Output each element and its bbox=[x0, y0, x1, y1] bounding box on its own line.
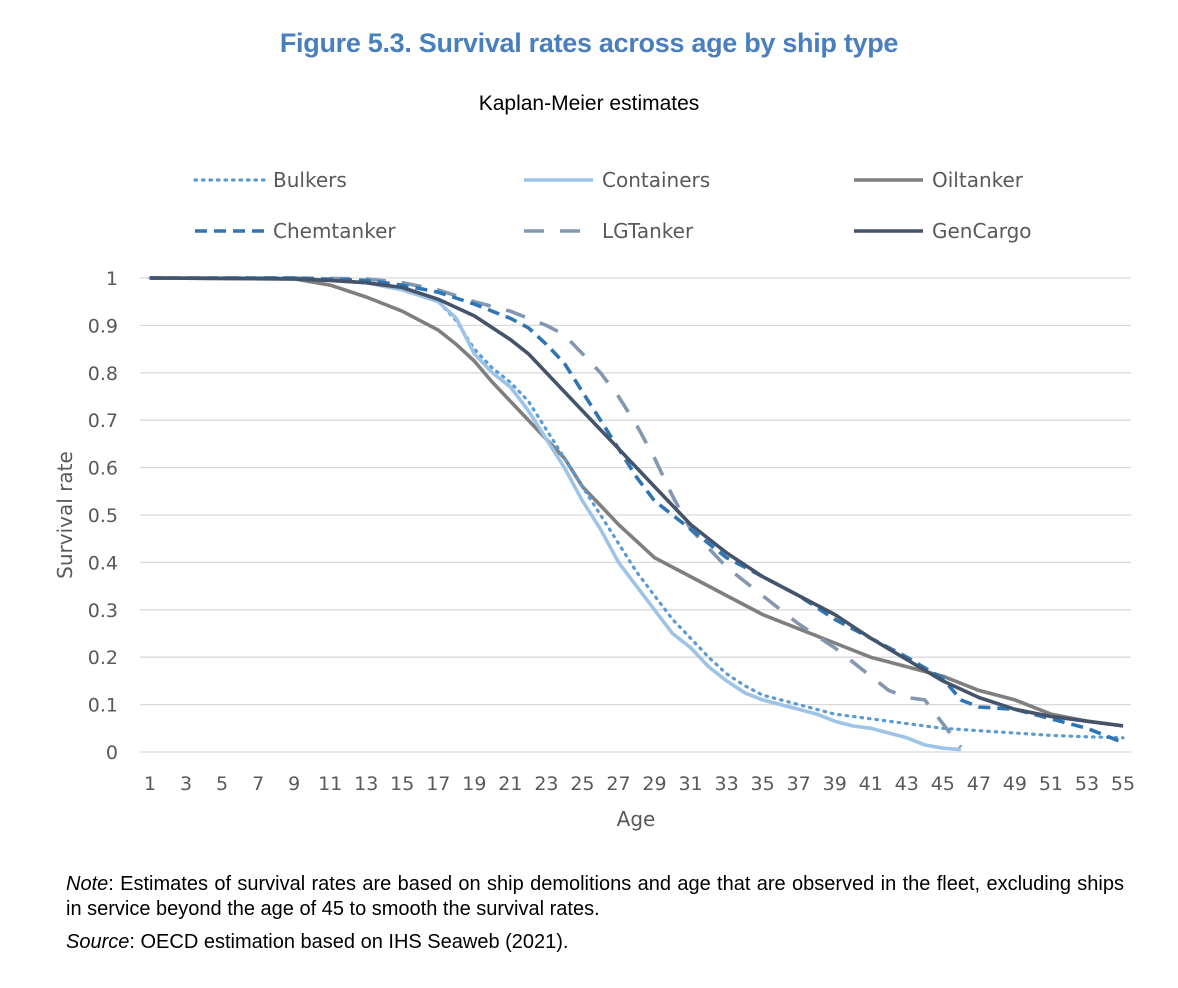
figure-title: Figure 5.3. Survival rates across age by… bbox=[279, 28, 899, 58]
legend-label-lgtanker: LGTanker bbox=[602, 219, 694, 243]
series-line-chemtanker bbox=[150, 276, 1124, 745]
x-tick-label: 53 bbox=[1075, 773, 1099, 795]
legend-label-containers: Containers bbox=[602, 168, 710, 192]
y-tick-label: 0 bbox=[106, 742, 118, 764]
series-line-gencargo bbox=[149, 276, 1124, 728]
y-tick-label: 0.8 bbox=[88, 363, 118, 385]
x-tick-label: 43 bbox=[895, 773, 919, 795]
source-label: Source bbox=[66, 931, 130, 953]
x-axis-ticks: 1 3 5 7 9 11 13 15 17 19 21 23 25 27 29 31 33 35 37 39 41 43 4… bbox=[144, 773, 1135, 795]
x-axis-label: Age bbox=[617, 807, 656, 831]
x-tick-label: 1 bbox=[144, 773, 156, 795]
source-text: : OECD estimation based on IHS Seaweb (2… bbox=[129, 931, 569, 953]
y-axis-label: Survival rate bbox=[53, 451, 77, 579]
series-line-lgtanker bbox=[150, 276, 963, 749]
x-tick-label: 39 bbox=[823, 773, 847, 795]
x-tick-label: 31 bbox=[678, 773, 702, 795]
figure-source: Source: OECD estimation based on IHS Sea… bbox=[66, 930, 1124, 955]
x-tick-label: 7 bbox=[252, 773, 264, 795]
y-tick-label: 0.5 bbox=[88, 505, 118, 527]
y-tick-label: 1 bbox=[106, 268, 118, 290]
x-tick-label: 41 bbox=[859, 773, 883, 795]
x-tick-label: 5 bbox=[216, 773, 228, 795]
x-tick-label: 47 bbox=[967, 773, 991, 795]
y-tick-label: 0.6 bbox=[88, 458, 118, 480]
y-tick-label: 0.9 bbox=[88, 315, 118, 337]
x-tick-label: 19 bbox=[462, 773, 486, 795]
series-line-containers bbox=[150, 276, 961, 752]
series-line-oiltanker bbox=[149, 276, 1124, 728]
x-tick-label: 23 bbox=[534, 773, 558, 795]
x-tick-label: 35 bbox=[751, 773, 775, 795]
y-tick-label: 0.3 bbox=[88, 600, 118, 622]
x-tick-label: 45 bbox=[931, 773, 955, 795]
survival-chart: Bulkers Containers Oiltanker Chemtanker LGTa… bbox=[53, 168, 1135, 831]
y-axis-ticks: 0 0.1 0.2 0.3 0.4 0.5 0.6 0.7 0.8 0.9 1 bbox=[88, 268, 118, 764]
y-tick-label: 0.1 bbox=[88, 695, 118, 717]
legend-label-gencargo: GenCargo bbox=[932, 219, 1032, 243]
series-line-bulkers bbox=[148, 276, 1125, 740]
x-tick-label: 33 bbox=[714, 773, 738, 795]
x-tick-label: 27 bbox=[606, 773, 630, 795]
note-text: : Estimates of survival rates are based … bbox=[66, 873, 1124, 920]
x-tick-label: 3 bbox=[180, 773, 192, 795]
x-tick-label: 37 bbox=[787, 773, 811, 795]
chart-gridlines bbox=[140, 277, 1131, 753]
x-tick-label: 51 bbox=[1039, 773, 1063, 795]
legend-label-chemtanker: Chemtanker bbox=[273, 219, 396, 243]
y-tick-label: 0.7 bbox=[88, 410, 118, 432]
x-tick-label: 55 bbox=[1111, 773, 1135, 795]
x-tick-label: 11 bbox=[318, 773, 342, 795]
x-tick-label: 25 bbox=[570, 773, 594, 795]
x-tick-label: 21 bbox=[498, 773, 522, 795]
legend-label-bulkers: Bulkers bbox=[273, 168, 347, 192]
x-tick-label: 9 bbox=[288, 773, 300, 795]
y-tick-label: 0.2 bbox=[88, 647, 118, 669]
y-tick-label: 0.4 bbox=[88, 552, 118, 574]
x-tick-label: 17 bbox=[426, 773, 450, 795]
x-tick-label: 13 bbox=[354, 773, 378, 795]
legend-label-oiltanker: Oiltanker bbox=[932, 168, 1024, 192]
x-tick-label: 29 bbox=[642, 773, 666, 795]
chart-series bbox=[148, 276, 1125, 752]
chart-legend: Bulkers Containers Oiltanker Chemtanker LGTa… bbox=[193, 168, 1032, 243]
figure-subtitle: Kaplan-Meier estimates bbox=[478, 92, 700, 115]
x-tick-label: 15 bbox=[390, 773, 414, 795]
x-tick-label: 49 bbox=[1003, 773, 1027, 795]
figure-note: Note: Estimates of survival rates are ba… bbox=[66, 872, 1124, 922]
note-label: Note bbox=[66, 873, 109, 895]
